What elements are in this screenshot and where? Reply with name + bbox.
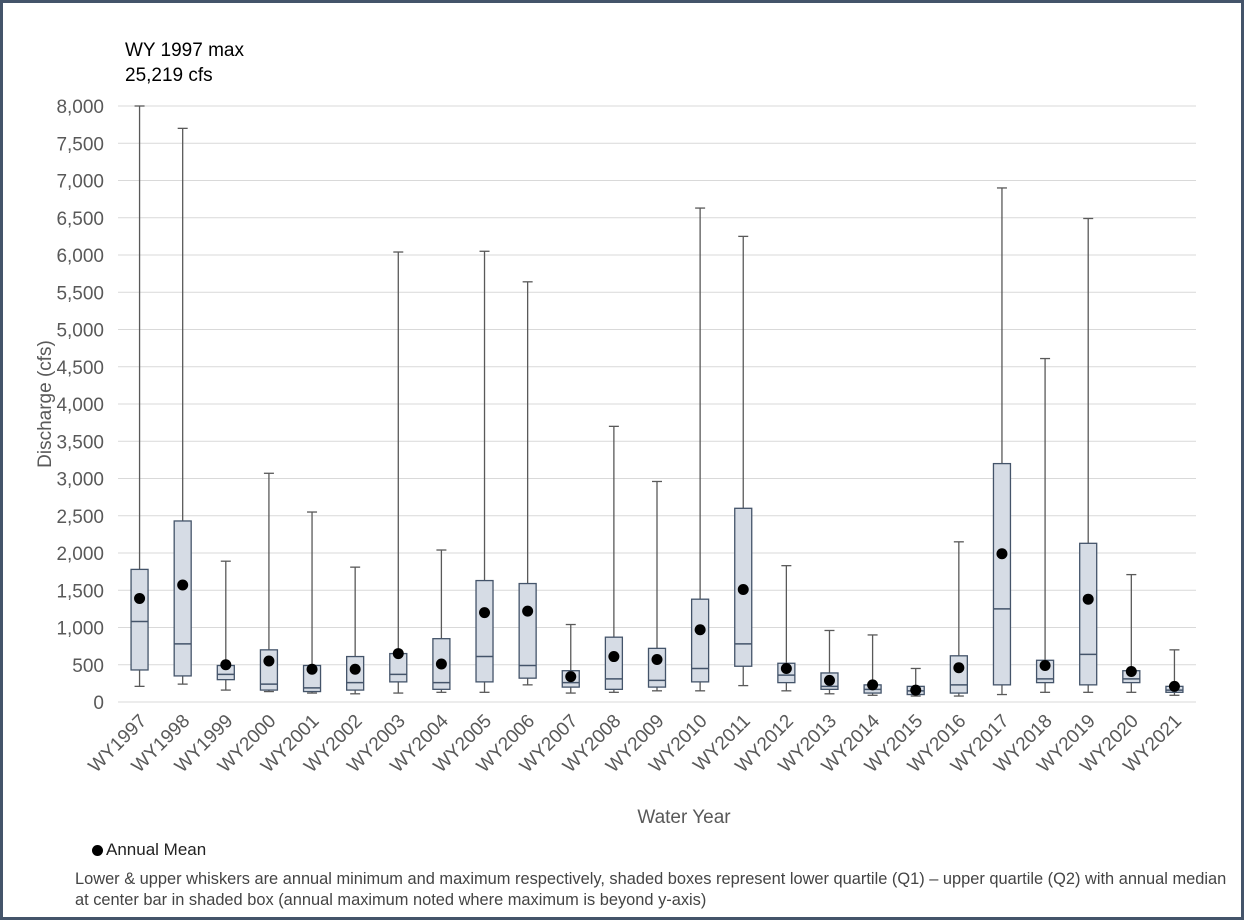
box-WY1997 (130, 105, 149, 688)
mean-marker-WY2006 (522, 605, 534, 617)
mean-marker-WY2003 (392, 648, 404, 660)
iqr-box-WY2016 (949, 655, 968, 694)
box-WY2021 (1165, 649, 1184, 696)
chart-footnote: Lower & upper whiskers are annual minimu… (75, 870, 1227, 909)
box-WY2007 (561, 623, 580, 694)
box-WY2020 (1122, 573, 1141, 693)
iqr-box-WY1997 (130, 568, 149, 671)
y-tick-label: 5,000 (56, 321, 104, 342)
y-tick-label: 3,500 (56, 432, 104, 453)
box-WY2014 (863, 634, 882, 696)
mean-marker-WY2005 (479, 607, 491, 619)
box-WY2009 (647, 480, 667, 692)
y-tick-label: 6,500 (56, 209, 104, 230)
y-tick-label: 7,000 (56, 172, 104, 193)
mean-marker-WY2009 (651, 654, 663, 666)
mean-marker-WY2012 (780, 662, 792, 674)
y-axis-title: Discharge (cfs) (35, 340, 56, 468)
mean-marker-WY2014 (867, 679, 879, 691)
iqr-box-WY2017 (992, 462, 1012, 686)
mean-marker-WY2017 (996, 548, 1008, 560)
max-annotation: WY 1997 max 25,219 cfs (125, 38, 244, 88)
y-tick-label: 3,000 (56, 470, 104, 491)
mean-marker-WY2016 (953, 662, 965, 674)
iqr-box-WY2005 (475, 579, 494, 683)
mean-marker-WY2018 (1039, 659, 1051, 671)
mean-marker-WY2020 (1125, 665, 1137, 677)
box-WY2018 (1035, 357, 1055, 693)
box-WY2011 (734, 235, 753, 687)
iqr-box-WY2010 (690, 598, 710, 683)
iqr-box-WY2008 (604, 636, 624, 690)
box-WY2016 (949, 541, 968, 697)
mean-marker-WY1997 (134, 592, 146, 604)
y-tick-label: 2,000 (56, 544, 104, 565)
mean-marker-WY2007 (565, 671, 577, 683)
box-WY2005 (475, 250, 494, 693)
mean-marker-WY2001 (306, 663, 318, 675)
max-annotation-line2: 25,219 cfs (125, 65, 213, 86)
y-tick-label: 8,000 (56, 97, 104, 118)
mean-marker-WY2002 (349, 663, 361, 675)
y-tick-label: 2,500 (56, 507, 104, 528)
y-tick-label: 1,000 (56, 619, 104, 640)
max-annotation-line1: WY 1997 max (125, 40, 244, 61)
box-WY1998 (173, 127, 192, 685)
box-WY2013 (820, 629, 839, 695)
box-WY2010 (690, 207, 710, 692)
mean-marker-WY2000 (263, 655, 275, 667)
box-WY2002 (346, 566, 365, 695)
y-tick-label: 1,500 (56, 581, 104, 602)
mean-marker-WY2015 (910, 684, 922, 696)
box-WY2017 (992, 187, 1012, 696)
box-WY2003 (389, 251, 408, 694)
mean-marker-WY2019 (1082, 593, 1094, 605)
legend: Annual Mean (92, 840, 206, 860)
mean-marker-WY1998 (177, 579, 189, 591)
box-WY2001 (302, 511, 322, 694)
box-WY1999 (216, 560, 235, 691)
mean-marker-WY2010 (694, 624, 706, 636)
box-WY2019 (1079, 217, 1098, 693)
x-axis-title: Water Year (637, 807, 731, 828)
mean-marker-WY2021 (1168, 680, 1180, 692)
mean-marker-WY2013 (823, 674, 835, 686)
y-tick-label: 7,500 (56, 134, 104, 155)
y-tick-label: 4,500 (56, 358, 104, 379)
y-tick-label: 4,000 (56, 395, 104, 416)
box-WY2015 (906, 667, 925, 697)
mean-marker-WY2011 (737, 584, 749, 596)
y-tick-label: 500 (72, 656, 104, 677)
iqr-box-WY2006 (518, 582, 537, 679)
iqr-box-WY2019 (1079, 542, 1098, 686)
box-WY2000 (259, 472, 279, 693)
iqr-box-WY1998 (173, 520, 192, 677)
y-tick-label: 6,000 (56, 246, 104, 267)
mean-marker-WY2004 (435, 658, 447, 670)
mean-marker-icon (92, 844, 103, 856)
box-WY2006 (518, 281, 537, 686)
box-WY2008 (604, 425, 624, 693)
box-WY2012 (777, 565, 796, 692)
mean-marker-WY2008 (608, 651, 620, 663)
box-WY2004 (432, 549, 451, 693)
legend-label-annual-mean: Annual Mean (106, 840, 207, 859)
y-tick-label: 0 (93, 693, 104, 714)
y-tick-label: 5,500 (56, 283, 104, 304)
mean-marker-WY1999 (220, 659, 232, 671)
